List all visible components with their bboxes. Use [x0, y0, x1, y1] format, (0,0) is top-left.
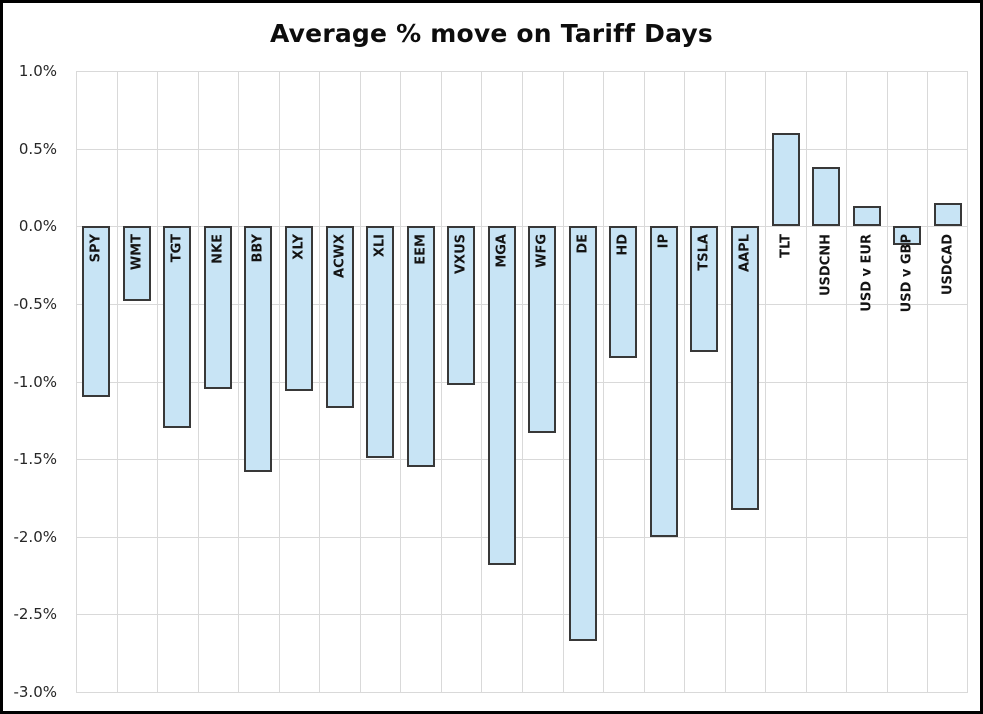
y-axis-tick-label: 1.0%	[18, 62, 57, 80]
y-axis-tick-label: -2.0%	[13, 527, 57, 546]
vertical-gridline	[603, 71, 605, 692]
bar-hd	[609, 226, 638, 359]
vertical-gridline	[805, 71, 807, 692]
bar-tlt	[771, 133, 800, 227]
vertical-gridline	[197, 71, 199, 692]
bar-label-acwx: ACWX	[332, 234, 348, 279]
vertical-gridline	[886, 71, 888, 692]
vertical-gridline	[846, 71, 848, 692]
bar-usd-v-eur	[852, 206, 881, 227]
bar-label-nke: NKE	[210, 234, 226, 265]
vertical-gridline	[76, 71, 77, 692]
bar-usd-v-gbp	[893, 226, 922, 245]
horizontal-gridline	[76, 692, 968, 693]
bar-label-vxus: VXUS	[453, 234, 469, 275]
vertical-gridline	[400, 71, 402, 692]
bar-label-spy: SPY	[88, 234, 104, 263]
bar-label-de: DE	[575, 234, 591, 254]
bar-xli	[366, 226, 395, 458]
bar-label-wmt: WMT	[129, 234, 145, 271]
bar-label-bby: BBY	[250, 234, 266, 263]
bar-ip	[649, 226, 678, 537]
bar-label-mga: MGA	[494, 234, 510, 268]
bar-usdcad	[933, 202, 962, 227]
y-axis-tick-label: -0.5%	[13, 294, 57, 313]
y-axis-tick-label: -2.5%	[13, 605, 57, 624]
bar-acwx	[325, 226, 354, 408]
y-axis-tick-labels: 1.0% 0.5% 0.0% -0.5% -1.0% -1.5% -2.0% -2.5% -3.…	[3, 62, 63, 701]
vertical-gridline	[319, 71, 321, 692]
y-axis-tick-label: 0.5%	[18, 139, 57, 158]
y-axis-tick-label: -1.5%	[13, 450, 57, 469]
vertical-gridline	[684, 71, 686, 692]
plot-area: SPY WMT TGT NKE BBY XLY ACWX XLI EEM VXUS MGA WFG DE…	[76, 71, 968, 693]
chart-title: Average % move on Tariff Days	[270, 19, 713, 48]
bar-eem	[406, 226, 435, 467]
y-axis-tick-label: -3.0%	[13, 683, 57, 701]
vertical-gridline	[967, 71, 968, 692]
vertical-gridline	[440, 71, 442, 692]
bar-label-usdcnh: USDCNH	[818, 234, 834, 297]
bar-spy	[82, 226, 111, 398]
y-axis-tick-label: -1.0%	[13, 372, 57, 391]
vertical-gridline	[278, 71, 280, 692]
vertical-gridline	[562, 71, 564, 692]
bar-tsla	[690, 226, 719, 352]
vertical-gridline	[157, 71, 159, 692]
vertical-gridline	[927, 71, 929, 692]
vertical-gridline	[522, 71, 523, 692]
vertical-gridline	[481, 71, 483, 692]
y-axis-tick-label: 0.0%	[18, 217, 57, 236]
bar-label-tgt: TGT	[169, 234, 185, 263]
bar-label-xli: XLI	[372, 234, 388, 258]
bar-label-eem: EEM	[413, 234, 429, 265]
vertical-gridline	[643, 71, 645, 692]
bar-label-xly: XLY	[291, 234, 307, 260]
bar-label-tlt: TLT	[778, 234, 794, 259]
bar-label-wfg: WFG	[534, 234, 550, 269]
bar-mga	[487, 226, 516, 565]
bar-nke	[203, 226, 232, 390]
bar-label-aapl: AAPL	[737, 234, 753, 273]
bar-wfg	[528, 226, 557, 433]
bar-xly	[285, 226, 313, 391]
bar-de	[568, 226, 597, 641]
vertical-gridline	[359, 71, 361, 692]
vertical-gridline	[765, 71, 767, 692]
bar-aapl	[731, 226, 759, 511]
bar-usdcnh	[812, 167, 841, 227]
bar-label-ip: IP	[656, 234, 672, 249]
bar-wmt	[122, 226, 151, 301]
bar-label-usd-v-gbp: USD v GBP	[899, 234, 915, 313]
vertical-gridline	[238, 71, 240, 692]
bar-label-hd: HD	[615, 234, 631, 256]
bar-label-usd-v-eur: USD v EUR	[859, 234, 875, 312]
bar-label-tsla: TSLA	[696, 234, 712, 271]
bar-tgt	[163, 226, 192, 429]
bar-bby	[244, 226, 273, 472]
vertical-gridline	[116, 71, 118, 692]
bar-vxus	[447, 226, 476, 385]
vertical-gridline	[724, 71, 726, 692]
bar-label-usdcad: USDCAD	[940, 234, 956, 296]
